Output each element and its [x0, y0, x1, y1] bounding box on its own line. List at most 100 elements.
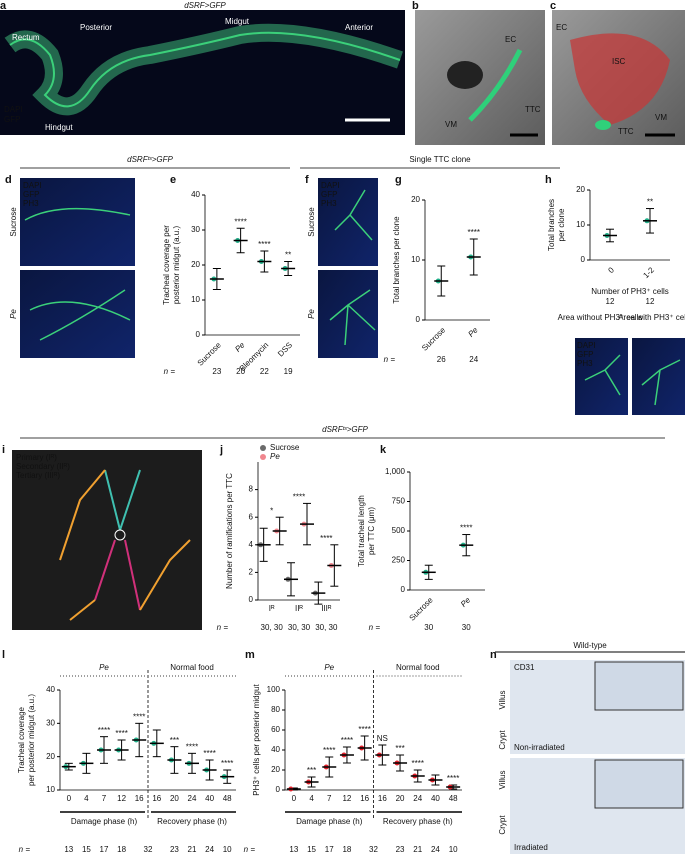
- panel-letter: i: [2, 444, 5, 456]
- y-tick-label: 60: [271, 725, 280, 734]
- section-header: dSRFᵗˢ>GFP: [322, 425, 368, 434]
- image-label: TTC: [525, 105, 541, 114]
- x-tick-label: 12: [342, 794, 351, 803]
- x-tick-label: 16: [378, 794, 387, 803]
- condition-label: Pe: [9, 309, 18, 319]
- treatment-label: Pe: [324, 663, 334, 672]
- significance: ****: [320, 534, 332, 543]
- x-tick-label: 4: [84, 794, 89, 803]
- significance: ****: [186, 742, 198, 751]
- stain-label: DAPI: [23, 181, 42, 190]
- y-axis-label: Tracheal coverage per: [162, 225, 171, 305]
- x-tick-label: 4: [309, 794, 314, 803]
- condition-label: Sucrose: [9, 207, 18, 237]
- n-value: 15: [307, 845, 316, 854]
- phase-label: Damage phase (h): [296, 817, 363, 826]
- x-tick-label: 20: [170, 794, 179, 803]
- trachea: [24, 207, 131, 341]
- n-value: 24: [469, 355, 478, 364]
- x-tick-label: 16: [135, 794, 144, 803]
- panel-letter: k: [380, 444, 387, 456]
- y-tick-label: 0: [581, 255, 586, 264]
- y-tick-label: 40: [271, 745, 280, 754]
- phase-label: Damage phase (h): [71, 817, 138, 826]
- significance: NS: [377, 734, 388, 743]
- y-tick-label: 80: [271, 705, 280, 714]
- x-tick-label: 24: [413, 794, 422, 803]
- y-tick-label: 750: [392, 497, 406, 506]
- y-tick-label: 20: [411, 195, 420, 204]
- panel-letter: a: [0, 0, 7, 12]
- y-axis-label: per posterior midgut (a.u.): [27, 694, 36, 786]
- x-tick-label: 0: [67, 794, 72, 803]
- n-value: 30: [462, 623, 471, 632]
- area-label: Area with PH3⁺ cells: [618, 313, 685, 322]
- y-tick-label: 500: [392, 526, 406, 535]
- panel-letter: g: [395, 174, 402, 186]
- y-tick-label: 20: [271, 765, 280, 774]
- panel-letter: c: [550, 0, 556, 12]
- gut-edge: [9, 31, 401, 108]
- image-label: Anterior: [345, 23, 373, 32]
- n-value: 21: [413, 845, 422, 854]
- x-tick-label: Pe: [233, 340, 247, 354]
- n-value: 12: [606, 297, 615, 306]
- n-label: n =: [217, 623, 229, 632]
- micrograph: [20, 178, 135, 266]
- y-tick-label: 30: [191, 225, 200, 234]
- y-tick-label: 1,000: [385, 467, 406, 476]
- significance: ****: [234, 217, 246, 226]
- x-tick-label: Sucrose: [408, 595, 436, 623]
- n-value: 19: [284, 367, 293, 376]
- y-tick-label: 20: [46, 752, 55, 761]
- image-label: VM: [445, 120, 457, 129]
- ttc: [468, 48, 523, 122]
- x-tick-label: 20: [396, 794, 405, 803]
- n-label: n =: [384, 355, 396, 364]
- panel-letter: f: [305, 174, 309, 186]
- panel-letter: e: [170, 174, 176, 186]
- stain-label: GFP: [321, 190, 337, 199]
- stain-label: GFP: [23, 190, 39, 199]
- n-value: 18: [342, 845, 351, 854]
- treatment-label: Pe: [99, 663, 109, 672]
- x-tick-label: 12: [117, 794, 126, 803]
- image-label: Midgut: [225, 17, 250, 26]
- y-tick-label: 10: [46, 785, 55, 794]
- tertiary-branch: [59, 469, 191, 621]
- micrograph: [575, 338, 628, 415]
- y-tick-label: 40: [191, 190, 200, 199]
- ttc: [595, 120, 611, 130]
- panel-title: dSRF>GFP: [184, 1, 226, 10]
- significance: **: [285, 251, 291, 260]
- significance: ****: [203, 749, 215, 758]
- n-value: 32: [369, 845, 378, 854]
- condition-label: Non-irradiated: [514, 743, 565, 752]
- legend-label: Secondary (IIᴿ): [16, 462, 70, 471]
- y-tick-label: 2: [249, 568, 254, 577]
- n-value: 30: [424, 623, 433, 632]
- image-label: Rectum: [12, 33, 40, 42]
- x-tick-label: Pe: [466, 325, 480, 339]
- y-tick-label: 20: [576, 185, 585, 194]
- n-value: 10: [223, 845, 232, 854]
- x-tick-label: DSS: [276, 341, 294, 359]
- treatment-label: Normal food: [396, 663, 440, 672]
- significance: **: [647, 198, 653, 207]
- legend-label: Primary (Iᴿ): [16, 453, 57, 462]
- inset: [594, 759, 684, 809]
- n-value: 23: [170, 845, 179, 854]
- y-tick-label: 10: [411, 255, 420, 264]
- stain-label: PH3: [23, 199, 39, 208]
- panel-letter: n: [490, 649, 497, 661]
- y-tick-label: 0: [401, 585, 406, 594]
- x-tick-label: IIᴿ: [295, 604, 303, 613]
- x-tick-label: Sucrose: [196, 340, 224, 368]
- significance: ****: [468, 228, 480, 237]
- n-value: 24: [205, 845, 214, 854]
- y-tick-label: 0: [276, 785, 281, 794]
- x-tick-label: 48: [449, 794, 458, 803]
- x-tick-label: 40: [205, 794, 214, 803]
- x-axis-label: Number of PH3⁺ cells: [591, 287, 669, 296]
